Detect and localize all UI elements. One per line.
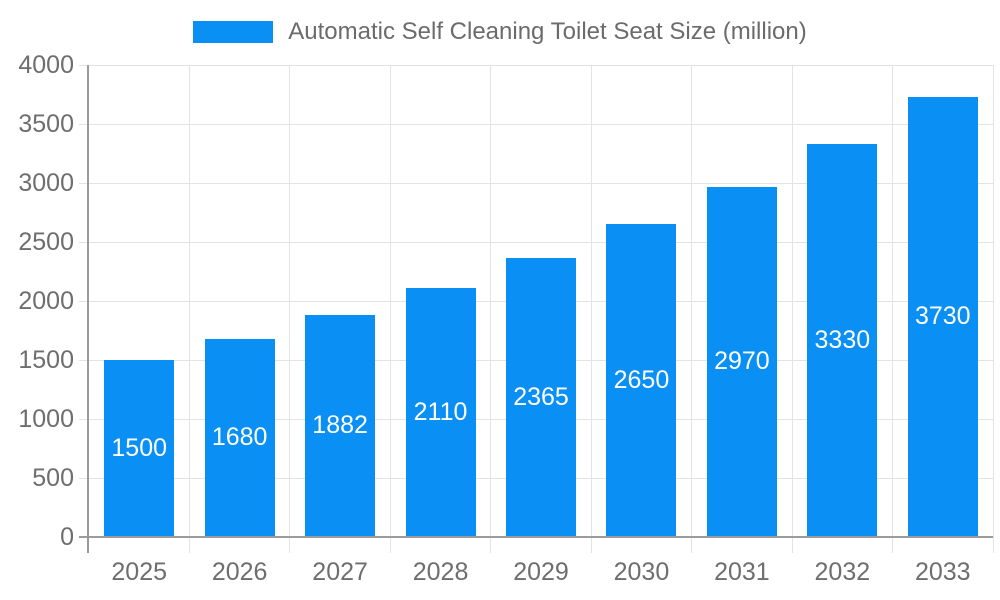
y-gridline: [79, 182, 993, 184]
y-axis-line: [87, 65, 89, 553]
bar[interactable]: [807, 144, 878, 537]
bar-value-label: 2650: [613, 366, 670, 395]
y-axis-tick-label: 4000: [18, 50, 74, 79]
bar-value-label: 1680: [211, 423, 268, 452]
bar[interactable]: [204, 338, 275, 537]
x-axis-tick-label: 2026: [211, 558, 268, 586]
bar[interactable]: [104, 360, 175, 537]
y-axis-tick-label: 1000: [18, 404, 74, 433]
x-axis-tick-label: 2031: [714, 558, 770, 586]
y-axis-tick-label: 3000: [18, 168, 74, 197]
x-gridline: [992, 65, 994, 553]
y-gridline: [79, 241, 993, 243]
x-gridline: [389, 65, 391, 553]
x-axis-tick-label: 2030: [613, 558, 670, 586]
bar[interactable]: [305, 314, 376, 537]
x-axis-tick-label: 2025: [111, 558, 168, 586]
y-axis-tick-label: 0: [60, 522, 74, 551]
x-gridline: [892, 65, 894, 553]
legend-swatch[interactable]: [193, 21, 274, 43]
y-axis-tick-label: 1500: [18, 345, 74, 374]
x-axis-tick-label: 2028: [412, 558, 469, 586]
y-gridline: [79, 64, 993, 66]
bar-value-label: 3730: [914, 302, 971, 331]
y-gridline: [79, 123, 993, 125]
y-axis-tick-label: 2500: [18, 227, 74, 256]
x-gridline: [289, 65, 291, 553]
bar-value-label: 1882: [312, 411, 368, 440]
y-axis-tick-label: 500: [32, 463, 74, 492]
x-axis-tick-label: 2033: [914, 558, 971, 586]
y-axis-tick-label: 3500: [18, 109, 74, 138]
y-axis-tick-label: 2000: [18, 286, 74, 315]
bar[interactable]: [907, 96, 978, 537]
x-gridline: [691, 65, 693, 553]
x-axis-line: [79, 536, 993, 538]
bar[interactable]: [706, 186, 777, 537]
legend: Automatic Self Cleaning Toilet Seat Size…: [0, 14, 1000, 50]
bar-value-label: 3330: [814, 326, 871, 355]
bar[interactable]: [506, 257, 576, 537]
bar[interactable]: [606, 224, 677, 537]
x-axis-tick-label: 2027: [312, 558, 368, 586]
bar-value-label: 2970: [714, 347, 770, 376]
x-gridline: [590, 65, 592, 553]
x-gridline: [791, 65, 793, 553]
bar-value-label: 2110: [413, 398, 468, 426]
x-axis-tick-label: 2029: [513, 558, 569, 586]
x-gridline: [188, 65, 190, 553]
x-gridline: [490, 65, 492, 553]
x-axis-tick-label: 2032: [814, 558, 871, 586]
bar-value-label: 1500: [111, 434, 168, 462]
bar[interactable]: [405, 288, 476, 537]
bar-value-label: 2365: [513, 382, 569, 411]
legend-label[interactable]: Automatic Self Cleaning Toilet Seat Size…: [288, 18, 807, 45]
